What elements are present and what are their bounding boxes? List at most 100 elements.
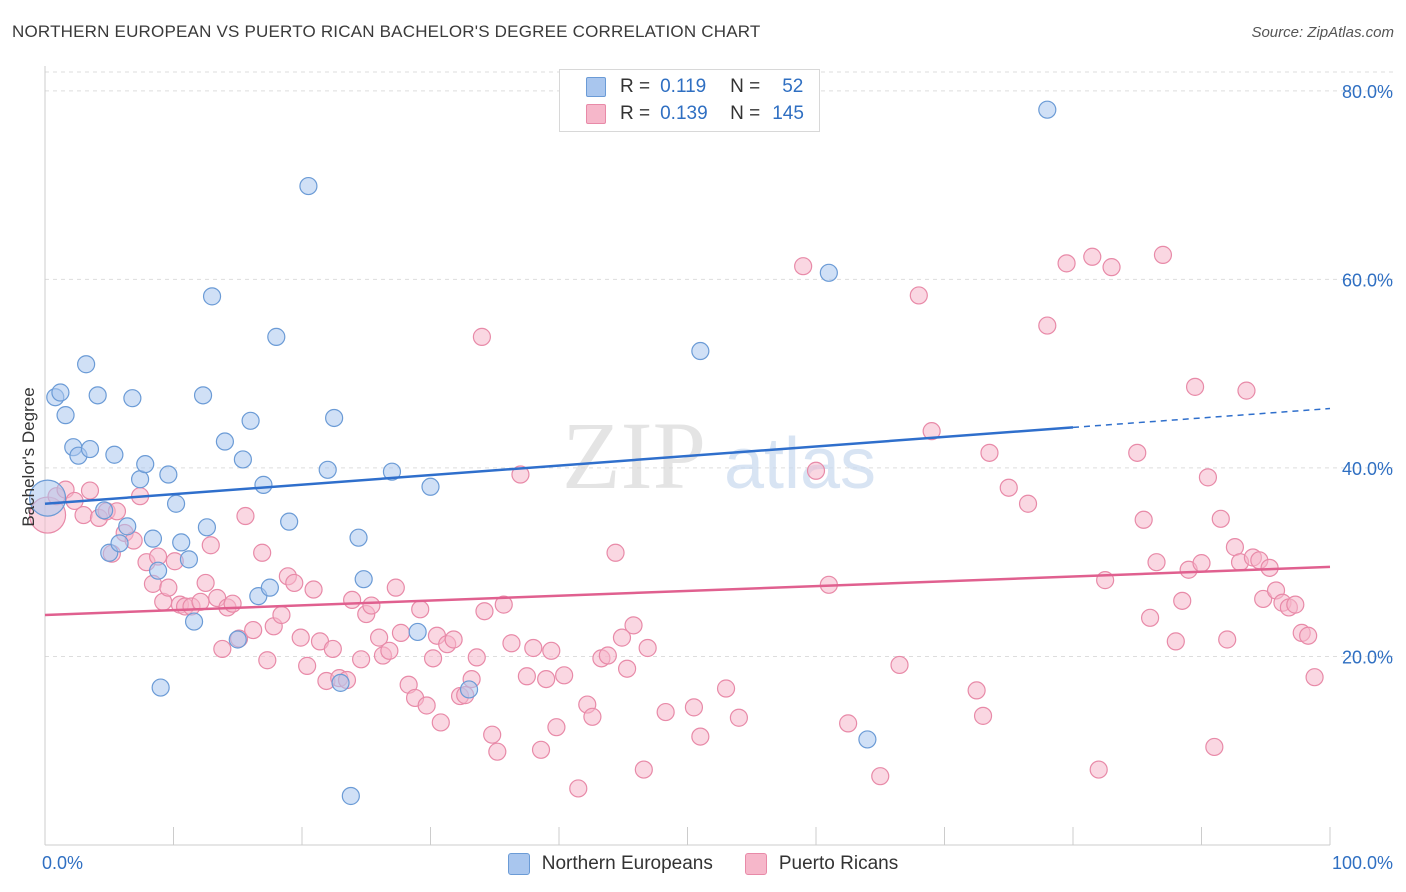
puerto-rican-point	[569, 779, 588, 798]
northern-european-point	[80, 439, 100, 459]
northern-european-point	[130, 470, 150, 489]
northern-european-point	[1038, 100, 1057, 119]
pink-swatch	[744, 853, 767, 875]
northern-european-point	[325, 408, 344, 428]
puerto-rican-point	[304, 580, 323, 599]
puerto-rican-point	[1089, 760, 1108, 779]
puerto-rican-point	[201, 536, 220, 555]
puerto-rican-point	[606, 543, 625, 562]
northern-european-point	[691, 341, 710, 361]
northern-european-point	[172, 533, 191, 552]
puerto-rican-point	[618, 659, 637, 678]
puerto-rican-point	[922, 422, 941, 441]
northern-european-point	[51, 383, 70, 402]
northern-european-trend-line	[44, 426, 1074, 505]
northern-european-point	[858, 730, 877, 749]
puerto-rican-point	[1305, 668, 1324, 687]
puerto-rican-point	[467, 648, 486, 667]
northern-european-point	[56, 406, 75, 425]
puerto-rican-point	[444, 630, 463, 649]
northern-european-point	[280, 512, 299, 531]
northern-european-point	[136, 455, 155, 474]
puerto-rican-point	[494, 595, 513, 614]
puerto-rican-point	[531, 740, 551, 759]
puerto-rican-point	[196, 573, 215, 593]
northern-european-point	[193, 386, 213, 405]
puerto-rican-point	[1153, 245, 1173, 264]
n-label: N =	[730, 76, 761, 97]
y-tick-label: 80.0%	[1342, 82, 1393, 102]
northern-european-point	[241, 411, 260, 430]
northern-european-point	[331, 673, 350, 692]
blue-swatch	[586, 77, 606, 97]
puerto-rican-point	[1140, 608, 1160, 627]
puerto-rican-point	[524, 638, 543, 658]
northern-european-point	[354, 570, 373, 589]
northern-european-point	[88, 386, 107, 405]
puerto-rican-point	[1198, 468, 1218, 487]
n-value: 145	[772, 103, 804, 124]
puerto-rican-point	[1147, 553, 1166, 572]
puerto-rican-point	[244, 620, 263, 640]
puerto-rican-point	[967, 681, 986, 700]
watermark-atlas: atlas	[724, 424, 876, 504]
puerto-rican-point	[472, 327, 491, 346]
puerto-rican-point	[1173, 591, 1192, 610]
puerto-rican-point	[323, 639, 342, 659]
northern-european-point	[123, 389, 142, 408]
puerto-rican-point	[1218, 630, 1237, 649]
puerto-rican-point	[417, 696, 436, 715]
y-axis-label: Bachelor's Degree	[19, 387, 38, 526]
chart-title: NORTHERN EUROPEAN VS PUERTO RICAN BACHEL…	[12, 22, 761, 41]
y-tick-label: 60.0%	[1342, 270, 1393, 290]
northern-european-point	[299, 176, 318, 196]
puerto-rican-point	[1128, 443, 1147, 462]
puerto-rican-point	[547, 718, 566, 737]
northern-european-point	[202, 287, 222, 306]
stats-legend: R = 0.119 N = 52 R = 0.139 N = 145	[559, 69, 820, 132]
puerto-rican-point	[343, 590, 362, 610]
x-tick-label: 0.0%	[42, 853, 83, 873]
puerto-rican-point	[1083, 247, 1102, 266]
n-value: 52	[782, 76, 804, 97]
puerto-rican-point	[980, 443, 999, 462]
puerto-rican-point	[1057, 254, 1076, 273]
puerto-rican-point	[352, 650, 371, 669]
puerto-rican-point	[839, 714, 858, 733]
northern-european-point	[421, 477, 440, 496]
y-tick-label: 20.0%	[1342, 647, 1393, 667]
puerto-rican-point	[1299, 626, 1318, 645]
northern-european-point	[233, 450, 252, 469]
puerto-rican-point	[1018, 494, 1038, 513]
puerto-rican-point	[598, 646, 617, 665]
puerto-rican-point	[272, 605, 291, 625]
r-label: R =	[620, 76, 651, 97]
puerto-rican-point	[684, 698, 704, 717]
puerto-rican-point	[380, 641, 399, 660]
puerto-rican-point	[1211, 509, 1230, 528]
northern-european-point	[349, 528, 368, 547]
legend-label: Puerto Ricans	[778, 853, 899, 874]
puerto-rican-point	[213, 639, 232, 659]
n-label: N =	[730, 103, 761, 124]
northern-european-point	[143, 529, 163, 548]
r-value: 0.119	[660, 76, 707, 97]
r-value: 0.139	[660, 103, 708, 124]
series-legend: Northern Europeans Puerto Ricans	[0, 853, 1406, 875]
puerto-rican-point	[80, 481, 100, 500]
puerto-rican-point	[1102, 258, 1121, 277]
puerto-rican-point	[74, 505, 93, 525]
puerto-rican-point	[656, 702, 675, 722]
puerto-rican-point	[362, 596, 381, 615]
x-tick-label: 100.0%	[1332, 853, 1393, 873]
northern-european-point	[166, 494, 186, 513]
northern-european-point	[254, 475, 273, 494]
puerto-rican-point	[370, 628, 389, 647]
legend-item-puerto-ricans: Puerto Ricans	[744, 853, 899, 875]
legend-item-northern-europeans: Northern Europeans	[507, 853, 713, 875]
northern-european-point	[110, 534, 129, 553]
puerto-rican-point	[871, 767, 890, 786]
northern-european-point	[228, 630, 247, 649]
puerto-rican-point	[411, 600, 430, 619]
puerto-rican-point	[253, 543, 272, 562]
